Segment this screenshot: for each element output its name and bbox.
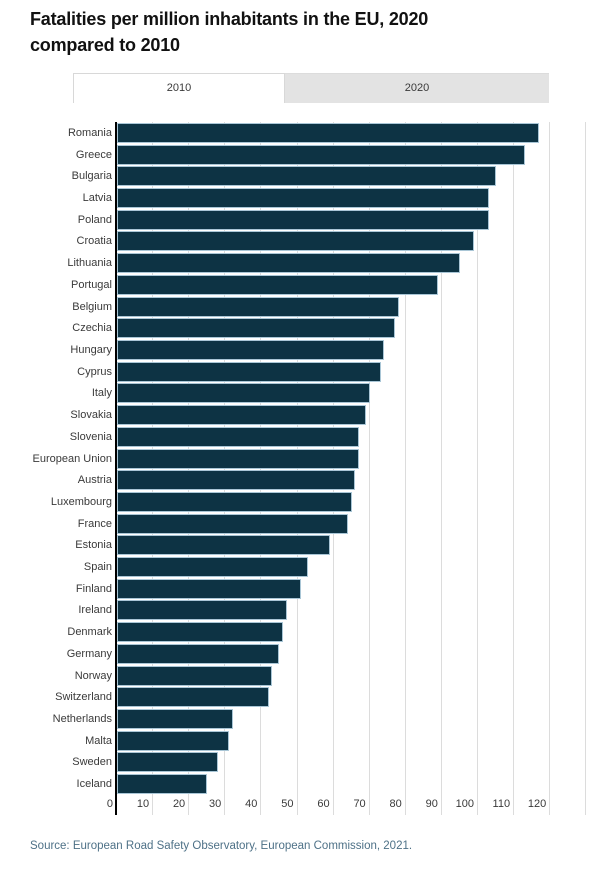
bar-label: Estonia — [75, 539, 112, 552]
bar[interactable] — [117, 622, 284, 643]
bar-label: Finland — [75, 582, 112, 595]
bar[interactable] — [117, 557, 309, 578]
x-tick-label: 60 — [317, 798, 330, 810]
page-title: Fatalities per million inhabitants in th… — [30, 9, 429, 55]
gridline — [404, 122, 406, 815]
gridline — [152, 122, 154, 815]
bar[interactable] — [117, 339, 385, 360]
gridline — [224, 122, 226, 815]
bar[interactable] — [117, 665, 273, 686]
gridline — [260, 122, 262, 815]
bar-label: Sweden — [72, 756, 112, 769]
bar-label: Luxembourg — [50, 495, 112, 508]
gridline — [368, 122, 370, 815]
bar-label: Greece — [75, 148, 112, 161]
x-tick-label: 0 — [106, 798, 113, 810]
bar-label: Hungary — [70, 343, 112, 356]
bar[interactable] — [117, 730, 229, 751]
bar-label: Denmark — [67, 626, 112, 639]
x-tick-label: 50 — [281, 798, 294, 810]
x-tick-label: 110 — [492, 798, 511, 810]
bar[interactable] — [117, 687, 269, 708]
bar-label: Portugal — [71, 278, 112, 291]
bar-chart: Romania Greece Bulgaria Latvia Poland Croatia… — [0, 122, 616, 822]
bar[interactable] — [117, 643, 280, 664]
bar[interactable] — [117, 231, 475, 252]
bar[interactable] — [117, 361, 381, 382]
bar-label: Switzerland — [55, 691, 112, 704]
bar[interactable] — [117, 470, 356, 491]
gridline — [332, 122, 334, 815]
bar-label: Iceland — [76, 778, 112, 791]
bar-label: Norway — [74, 669, 112, 682]
bar-label: Latvia — [82, 191, 112, 204]
bar[interactable] — [117, 774, 208, 795]
bar[interactable] — [117, 709, 233, 730]
bar-label: Slovenia — [69, 430, 112, 443]
gridline — [585, 122, 587, 815]
source-note: Source: European Road Safety Observatory… — [30, 840, 413, 852]
bar[interactable] — [117, 513, 349, 534]
gridline — [440, 122, 442, 815]
bar[interactable] — [117, 383, 370, 404]
x-axis-zero-line — [115, 122, 117, 815]
bar-label: Lithuania — [67, 257, 112, 270]
x-tick-label: 70 — [353, 798, 366, 810]
bar-label: Bulgaria — [71, 170, 112, 183]
x-tick-label: 10 — [136, 798, 150, 810]
x-tick-label: 120 — [527, 798, 547, 810]
bar-label: Netherlands — [52, 713, 112, 726]
bar[interactable] — [117, 274, 439, 295]
x-tick-label: 90 — [425, 798, 438, 810]
bar[interactable] — [117, 426, 359, 447]
x-tick-label: 80 — [389, 798, 402, 810]
x-tick-label: 40 — [245, 798, 258, 810]
x-tick-label: 20 — [172, 798, 186, 810]
bar-label: Romania — [67, 126, 112, 139]
bar[interactable] — [117, 600, 287, 621]
bar-label: Croatia — [76, 235, 112, 248]
bar-label: Italy — [91, 387, 112, 400]
bar[interactable] — [117, 318, 395, 339]
gridline — [296, 122, 298, 815]
bar-label: Austria — [77, 474, 112, 487]
bar-label: European Union — [32, 452, 112, 465]
bar-label: Germany — [66, 647, 112, 660]
bar[interactable] — [117, 491, 352, 512]
gridline — [513, 122, 515, 815]
tab-2010[interactable]: 2010 — [73, 73, 285, 103]
bar[interactable] — [117, 296, 399, 317]
x-tick-label: 30 — [209, 798, 222, 810]
bar[interactable] — [117, 144, 525, 165]
bar[interactable] — [117, 578, 302, 599]
bar-label: Poland — [77, 213, 112, 226]
bar[interactable] — [117, 535, 330, 556]
bar-label: Czechia — [72, 322, 112, 335]
bar-label: Belgium — [72, 300, 112, 313]
tab-bar: 2010 2020 — [73, 73, 549, 103]
bar-label: Spain — [83, 561, 112, 574]
bar-label: France — [77, 517, 112, 530]
bar[interactable] — [117, 187, 489, 208]
bar-label: Malta — [85, 734, 112, 747]
bar[interactable] — [117, 752, 219, 773]
bar[interactable] — [117, 209, 489, 230]
bar[interactable] — [117, 253, 460, 274]
bar-label: Slovakia — [70, 409, 112, 422]
gridline — [477, 122, 478, 815]
tab-2020[interactable]: 2020 — [285, 73, 549, 103]
gridline — [188, 122, 190, 815]
gridline — [549, 122, 551, 815]
bar[interactable] — [117, 405, 367, 426]
bar[interactable] — [117, 122, 540, 143]
bar-label: Cyprus — [77, 365, 112, 378]
bar[interactable] — [117, 166, 497, 187]
x-tick-label: 100 — [455, 798, 474, 810]
bar[interactable] — [117, 448, 359, 469]
bar-label: Ireland — [78, 604, 112, 617]
